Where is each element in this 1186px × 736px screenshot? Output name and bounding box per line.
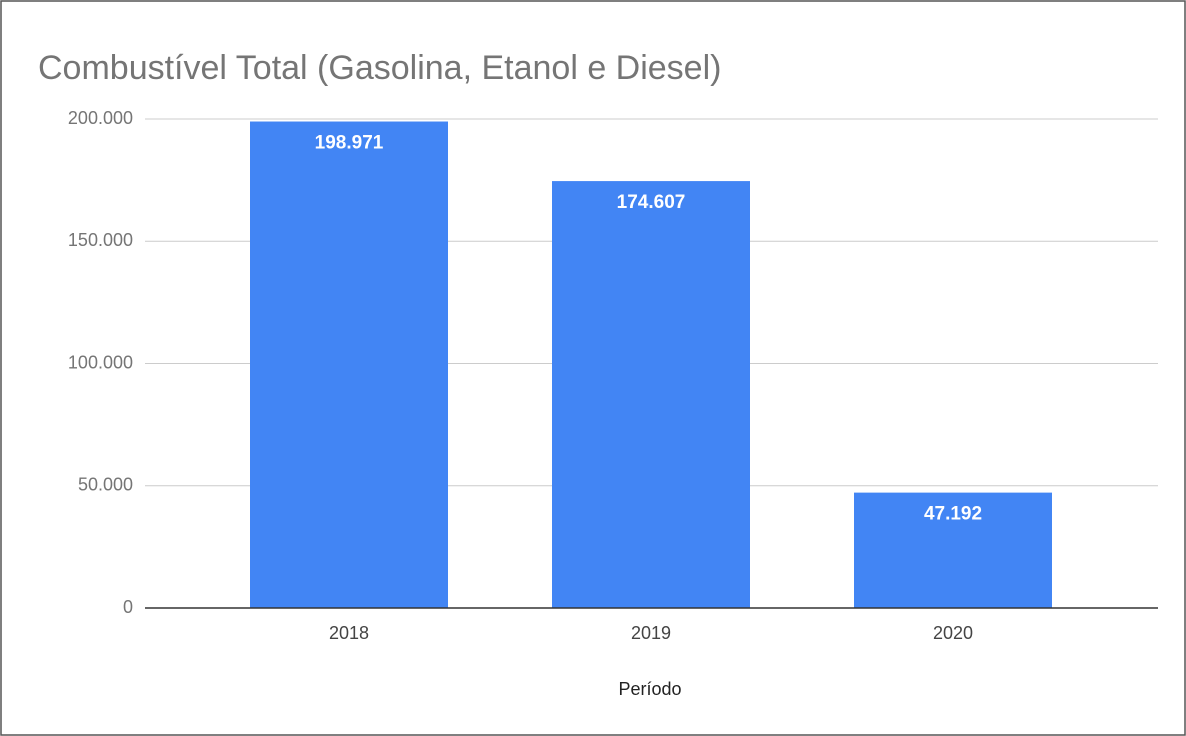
data-label: 47.192 — [924, 504, 982, 525]
y-tick-label: 50.000 — [78, 475, 133, 495]
bar — [854, 492, 1052, 608]
data-label: 174.607 — [617, 192, 686, 213]
chart-title: Combustível Total (Gasolina, Etanol e Di… — [38, 49, 721, 87]
x-tick-label: 2019 — [631, 623, 671, 643]
x-tick-label: 2018 — [329, 623, 369, 643]
x-axis-title: Período — [618, 679, 681, 699]
y-tick-label: 100.000 — [68, 352, 133, 372]
bar — [250, 121, 448, 609]
bar — [552, 181, 750, 609]
y-tick-label: 150.000 — [68, 230, 133, 250]
x-tick-label: 2020 — [933, 623, 973, 643]
data-label: 198.971 — [315, 133, 384, 154]
y-tick-label: 0 — [123, 597, 133, 617]
y-tick-label: 200.000 — [68, 108, 133, 128]
